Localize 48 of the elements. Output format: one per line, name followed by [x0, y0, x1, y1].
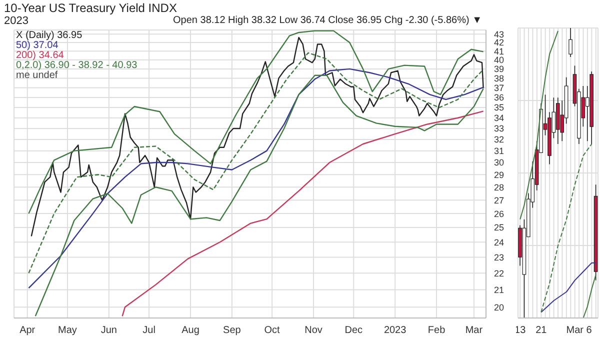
- y-tick-label: 31: [494, 146, 504, 156]
- x-tick-label: 21: [536, 325, 548, 336]
- y-tick-label: 20: [494, 302, 504, 312]
- y-tick-label: 38: [494, 73, 504, 84]
- y-tick-label: 43: [494, 29, 504, 40]
- y-tick-label: 30: [494, 158, 504, 168]
- y-tick-label: 26: [494, 208, 504, 219]
- x-tick-label: Dec: [344, 325, 363, 336]
- text: X (Daily) 36.95: [16, 30, 84, 41]
- text: 200) 34.64: [16, 50, 65, 61]
- y-tick-label: 25: [494, 222, 504, 233]
- x-tick-label: Mar: [465, 325, 484, 336]
- line-series: [122, 110, 484, 317]
- text: 0,2.0) 36.90 - 38.92 - 40.93: [16, 60, 138, 71]
- y-tick-label: 23: [494, 252, 504, 262]
- text: 50) 37.04: [16, 40, 60, 51]
- y-tick-label: 28: [494, 182, 504, 192]
- y-tick-label: 29: [494, 170, 504, 180]
- y-tick-label: 34: [494, 113, 504, 124]
- y-tick-label: 42: [494, 38, 504, 48]
- text: Open 38.12 High 38.32 Low 36.74 Close 36.95 Chg -2.30 (-5.86%) ▼: [173, 15, 482, 26]
- candlestick: [568, 28, 572, 58]
- x-tick-label: Sep: [223, 325, 242, 336]
- y-tick-label: 36: [494, 92, 504, 103]
- y-tick-label: 39: [494, 64, 504, 74]
- y-tick-label: 35: [494, 102, 504, 113]
- y-tick-label: 27: [494, 195, 504, 206]
- x-tick-label: May: [58, 325, 77, 336]
- x-tick-label: Nov: [304, 325, 322, 336]
- chart-title: 10-Year US Treasury Yield INDX: [4, 1, 177, 15]
- y-tick-label: 32: [494, 134, 504, 145]
- y-tick-label: 33: [494, 124, 504, 134]
- chart-subtitle: 2023: [4, 15, 28, 27]
- x-tick-label: Oct: [264, 325, 280, 336]
- y-tick-label: 41: [494, 46, 504, 56]
- y-tick-label: 40: [494, 55, 504, 66]
- y-tick-label: 24: [494, 237, 504, 248]
- y-tick-label: 21: [494, 284, 504, 295]
- x-tick-label: Aug: [182, 325, 200, 336]
- x-tick-label: Apr: [20, 325, 36, 336]
- x-tick-label: 2023: [384, 325, 407, 336]
- x-tick-label: Jul: [142, 325, 156, 336]
- x-tick-label: Mar 6: [566, 325, 592, 336]
- annotation: me undef: [16, 70, 59, 81]
- y-tick-label: 37: [494, 82, 504, 93]
- x-tick-label: Jun: [100, 325, 117, 336]
- y-tick-label: 22: [494, 268, 504, 278]
- x-tick-label: Feb: [428, 325, 446, 336]
